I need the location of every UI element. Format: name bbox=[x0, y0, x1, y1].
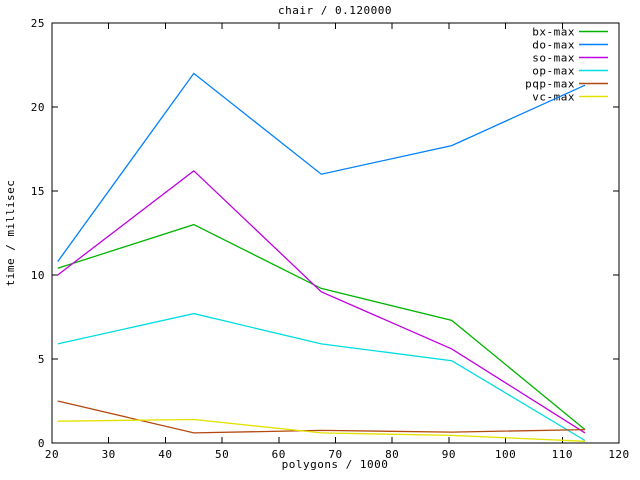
x-tick-label: 40 bbox=[158, 448, 172, 461]
x-tick-label: 90 bbox=[442, 448, 456, 461]
y-tick-label: 10 bbox=[31, 269, 45, 282]
series-line-bx-max bbox=[57, 223, 586, 431]
series-line-op-max bbox=[57, 312, 586, 442]
legend-label-vc-max: vc-max bbox=[532, 91, 575, 104]
series-line-so-max bbox=[57, 169, 586, 434]
x-axis-label: polygons / 1000 bbox=[282, 458, 389, 471]
series-line-pqp-max bbox=[57, 400, 586, 434]
x-tick-label: 120 bbox=[608, 448, 629, 461]
x-tick-label: 60 bbox=[272, 448, 286, 461]
x-tick-label: 20 bbox=[45, 448, 59, 461]
y-axis-label: time / millisec bbox=[4, 180, 17, 287]
series-line-do-max bbox=[57, 72, 586, 262]
series-lines bbox=[57, 72, 586, 442]
x-tick-label: 80 bbox=[385, 448, 399, 461]
y-tick-label: 0 bbox=[38, 437, 45, 450]
x-tick-label: 110 bbox=[552, 448, 573, 461]
y-tick-label: 15 bbox=[31, 185, 45, 198]
legend-label-do-max: do-max bbox=[532, 39, 575, 52]
series-line-vc-max bbox=[57, 418, 586, 442]
x-tick-label: 30 bbox=[102, 448, 116, 461]
axis-tick-labels: 20 30 40 50 60 70 80 90 100 110 120 0 5 10 15 20 25 bbox=[31, 17, 629, 461]
y-tick-label: 5 bbox=[38, 353, 45, 366]
legend-label-bx-max: bx-max bbox=[532, 26, 575, 39]
x-tick-label: 100 bbox=[495, 448, 516, 461]
legend-label-op-max: op-max bbox=[532, 65, 575, 78]
y-tick-label: 20 bbox=[31, 101, 45, 114]
legend-label-pqp-max: pqp-max bbox=[525, 78, 575, 91]
x-tick-label: 70 bbox=[328, 448, 342, 461]
chart-title: chair / 0.120000 bbox=[278, 4, 392, 17]
y-tick-label: 25 bbox=[31, 17, 45, 30]
axis-ticks bbox=[51, 22, 620, 444]
x-tick-label: 50 bbox=[215, 448, 229, 461]
legend-label-so-max: so-max bbox=[532, 52, 575, 65]
